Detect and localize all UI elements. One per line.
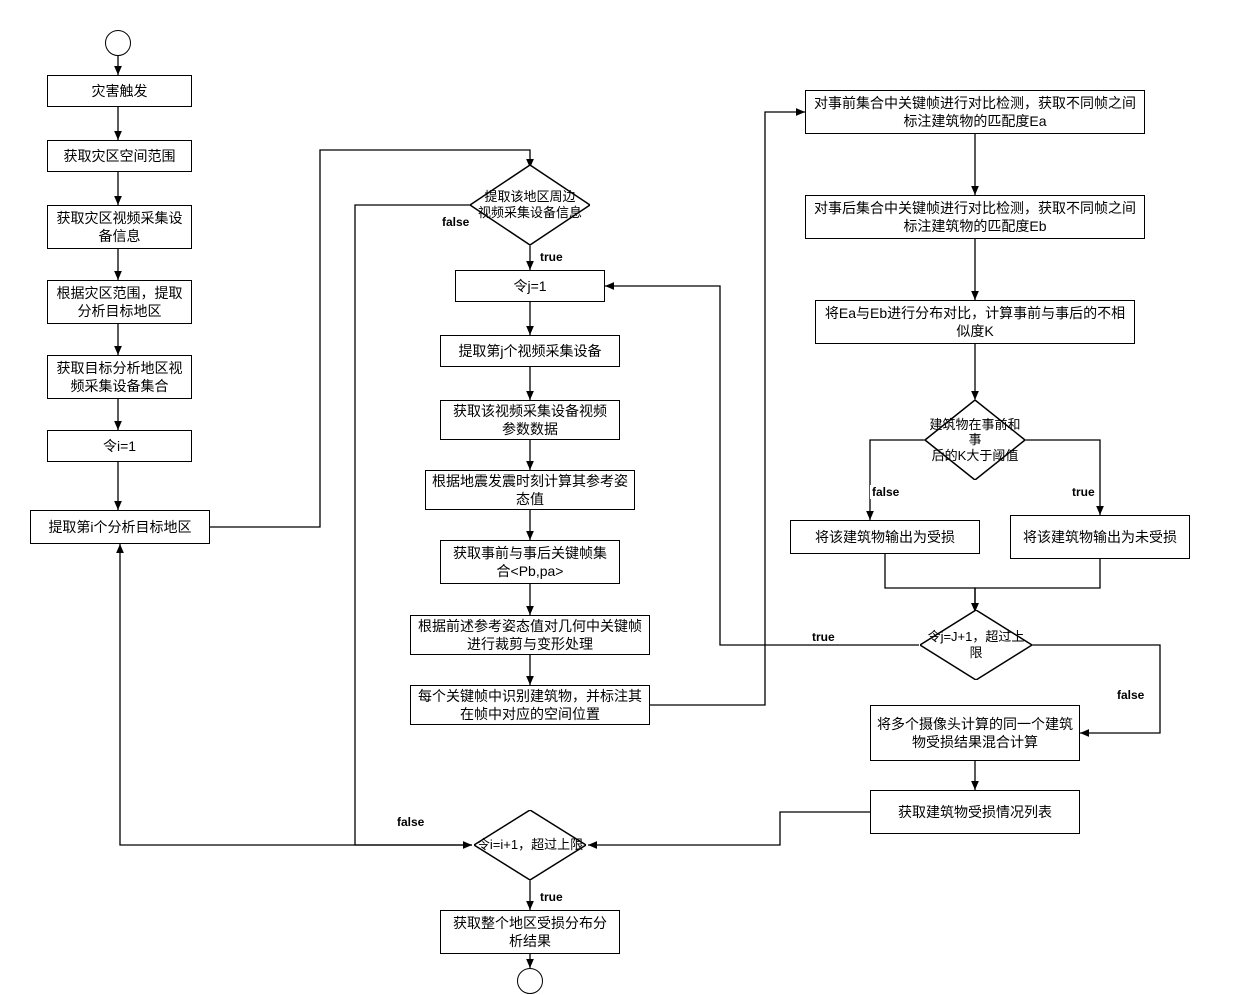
edge-n14-n15 — [650, 112, 805, 705]
n3-box: 获取灾区视频采集设备信息 — [47, 205, 192, 249]
edge-label-d1-d4: false — [440, 215, 471, 229]
n7-box: 提取第i个分析目标地区 — [30, 510, 210, 544]
n21-box: 获取建筑物受损情况列表 — [870, 790, 1080, 834]
edge-label-d3-n20: false — [1115, 688, 1146, 702]
n5-box: 获取目标分析地区视频采集设备集合 — [47, 355, 192, 399]
edge-label-d1-n8: true — [538, 250, 565, 264]
start-terminal — [105, 30, 131, 56]
d3-decision-text: 令j=J+1，超过上限 — [923, 629, 1029, 660]
n11-box: 根据地震发震时刻计算其参考姿态值 — [425, 470, 635, 510]
edge-label-d2-n18: false — [870, 485, 901, 499]
n1-box: 灾害触发 — [47, 75, 192, 107]
d2-decision-text: 建筑物在事前和事后的K大于阈值 — [928, 417, 1023, 464]
edge-n18-d3 — [885, 554, 975, 612]
n17-box: 将Ea与Eb进行分布对比，计算事前与事后的不相似度K — [815, 300, 1135, 344]
n22-box: 获取整个地区受损分布分析结果 — [440, 910, 620, 954]
n15-box: 对事前集合中关键帧进行对比检测，获取不同帧之间标注建筑物的匹配度Ea — [805, 90, 1145, 134]
d2-decision: 建筑物在事前和事后的K大于阈值 — [925, 400, 1025, 480]
n8-box: 令j=1 — [455, 270, 605, 302]
n19-box: 将该建筑物输出为未受损 — [1010, 515, 1190, 559]
edge-label-d3-n8: true — [810, 630, 837, 644]
n20-box: 将多个摄像头计算的同一个建筑物受损结果混合计算 — [870, 705, 1080, 761]
edge-label-d2-n19: true — [1070, 485, 1097, 499]
edge-n19-d3 — [975, 559, 1100, 612]
d4-decision-text: 令i=i+1，超过上限 — [477, 837, 583, 853]
n6-box: 令i=1 — [47, 430, 192, 462]
n2-box: 获取灾区空间范围 — [47, 140, 192, 172]
end-terminal — [517, 968, 543, 994]
edge-label-d4-n22: true — [538, 890, 565, 904]
n9-box: 提取第j个视频采集设备 — [440, 335, 620, 367]
n16-box: 对事后集合中关键帧进行对比检测，获取不同帧之间标注建筑物的匹配度Eb — [805, 195, 1145, 239]
n13-box: 根据前述参考姿态值对几何中关键帧进行裁剪与变形处理 — [410, 615, 650, 655]
n18-box: 将该建筑物输出为受损 — [790, 520, 980, 554]
edge-n21-d4 — [588, 812, 870, 845]
d1-decision: 提取该地区周边视频采集设备信息 — [470, 165, 590, 245]
n12-box: 获取事前与事后关键帧集合<Pb,pa> — [440, 540, 620, 584]
edge-label-d4-n7: false — [395, 815, 426, 829]
edge-d2-n19 — [1024, 440, 1100, 515]
flowchart-container: 灾害触发获取灾区空间范围获取灾区视频采集设备信息根据灾区范围，提取分析目标地区获… — [0, 0, 1240, 995]
n10-box: 获取该视频采集设备视频参数数据 — [440, 400, 620, 440]
d4-decision: 令i=i+1，超过上限 — [474, 810, 586, 880]
d1-decision-text: 提取该地区周边视频采集设备信息 — [473, 189, 587, 220]
n14-box: 每个关键帧中识别建筑物，并标注其在帧中对应的空间位置 — [410, 685, 650, 725]
d3-decision: 令j=J+1，超过上限 — [920, 610, 1032, 680]
n4-box: 根据灾区范围，提取分析目标地区 — [47, 280, 192, 324]
edge-d2-n18 — [870, 440, 926, 520]
